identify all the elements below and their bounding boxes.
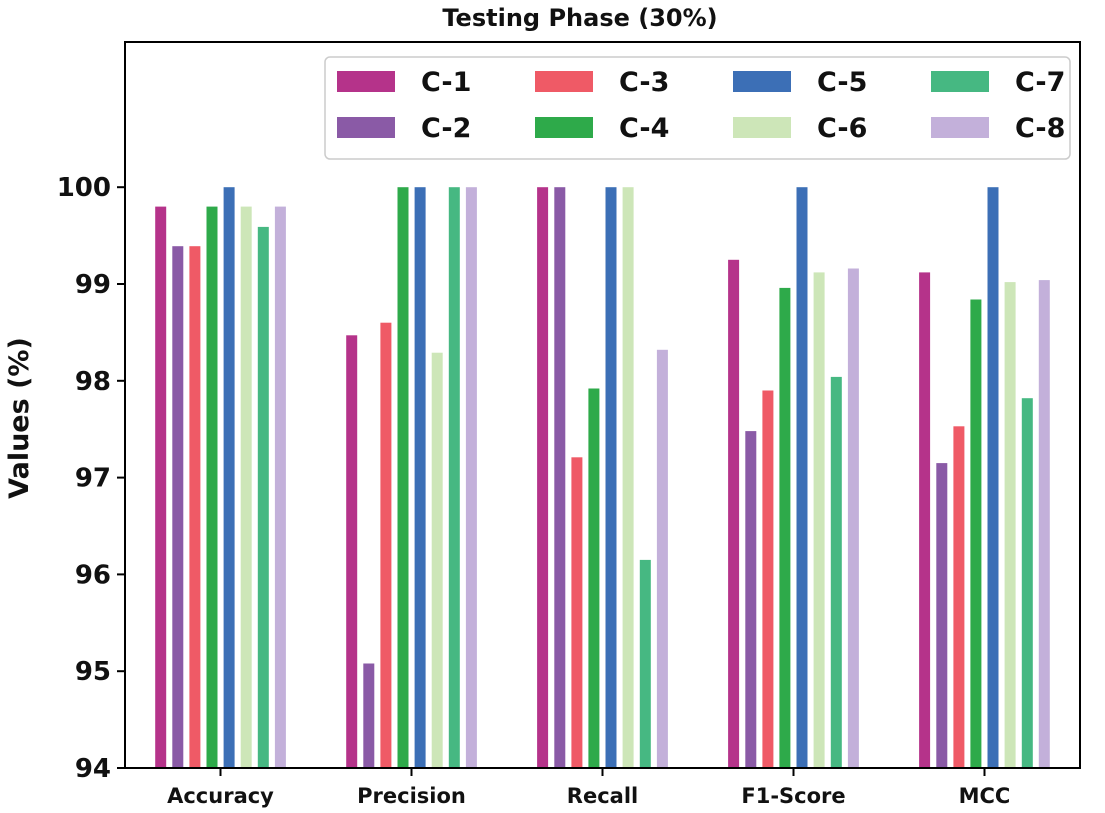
bar-c-7-mcc (1021, 398, 1033, 768)
x-tick-label: Accuracy (167, 784, 274, 808)
plot-frame (124, 41, 1081, 769)
legend-swatch-c-5 (733, 71, 791, 92)
bar-c-6-accuracy (240, 206, 252, 769)
legend-label-c-1: C-1 (421, 67, 471, 98)
bar-c-1-accuracy (155, 206, 167, 769)
bar-c-6-precision (431, 352, 443, 768)
x-axis-ticks: Accuracy Precision Recall F1-Score MCC (167, 768, 1010, 808)
bar-c-6-recall (622, 187, 634, 768)
bar-c-5-f1-score (796, 187, 808, 768)
x-tick-label: F1-Score (741, 784, 845, 808)
bar-c-4-recall (588, 388, 600, 768)
legend-label-c-6: C-6 (817, 113, 867, 144)
bar-c-8-mcc (1038, 280, 1050, 768)
bar-c-2-accuracy (172, 246, 184, 768)
bar-c-7-accuracy (257, 226, 269, 768)
legend-swatch-c-7 (931, 71, 989, 92)
legend-swatch-c-6 (733, 117, 791, 138)
y-tick-label: 99 (75, 270, 111, 300)
bar-c-4-f1-score (779, 287, 791, 768)
bar-c-7-precision (448, 187, 460, 768)
bar-c-3-precision (380, 322, 392, 768)
legend: C-1 C-2 C-3 C-4 C-5 C-6 C-7 C-8 (324, 56, 1071, 160)
bar-c-8-precision (465, 187, 477, 768)
bar-c-8-accuracy (274, 206, 286, 769)
legend-label-c-4: C-4 (619, 113, 669, 144)
legend-label-c-3: C-3 (619, 67, 669, 98)
bar-c-7-f1-score (830, 376, 842, 768)
x-tick-label: MCC (959, 784, 1011, 808)
legend-frame (324, 56, 1071, 160)
bar-c-1-precision (346, 335, 358, 768)
y-tick-label: 94 (75, 754, 111, 784)
x-tick-label: Recall (567, 784, 638, 808)
legend-swatch-c-4 (535, 117, 593, 138)
bar-c-3-accuracy (189, 246, 201, 768)
y-axis-label: Values (%) (4, 337, 35, 499)
bar-c-7-recall (639, 559, 651, 768)
y-tick-label: 98 (75, 367, 111, 397)
bar-c-5-accuracy (223, 187, 235, 768)
bar-c-2-precision (363, 663, 375, 768)
legend-swatch-c-3 (535, 71, 593, 92)
bar-c-8-recall (656, 349, 668, 768)
bar-c-2-f1-score (745, 431, 757, 768)
y-tick-label: 95 (75, 657, 111, 687)
bar-c-1-f1-score (728, 259, 740, 768)
bar-c-2-mcc (936, 463, 948, 768)
bar-c-4-precision (397, 187, 409, 768)
bar-c-4-mcc (970, 299, 982, 768)
y-tick-label: 97 (75, 464, 111, 494)
bar-c-3-mcc (953, 426, 965, 768)
bar-c-5-mcc (987, 187, 999, 768)
legend-label-c-5: C-5 (817, 67, 867, 98)
bar-c-1-mcc (919, 272, 931, 768)
bar-c-3-recall (571, 457, 583, 768)
bar-c-8-f1-score (847, 268, 859, 768)
bar-c-5-recall (605, 187, 617, 768)
legend-swatch-c-2 (337, 117, 395, 138)
bar-c-3-f1-score (762, 390, 774, 768)
legend-label-c-7: C-7 (1015, 67, 1065, 98)
legend-swatch-c-8 (931, 117, 989, 138)
y-tick-label: 100 (57, 173, 111, 203)
legend-label-c-8: C-8 (1015, 113, 1065, 144)
bar-c-4-accuracy (206, 206, 218, 769)
x-tick-label: Precision (357, 784, 466, 808)
chart-title: Testing Phase (30%) (442, 4, 717, 32)
legend-swatch-c-1 (337, 71, 395, 92)
bar-c-2-recall (554, 187, 566, 768)
legend-label-c-2: C-2 (421, 113, 471, 144)
bar-c-1-recall (537, 187, 549, 768)
bar-c-6-f1-score (813, 272, 825, 768)
y-axis-ticks: 94 95 96 97 98 99 100 (57, 173, 125, 784)
bars-layer (155, 187, 1050, 769)
y-tick-label: 96 (75, 560, 111, 590)
bar-c-5-precision (414, 187, 426, 768)
bar-c-6-mcc (1004, 282, 1016, 768)
